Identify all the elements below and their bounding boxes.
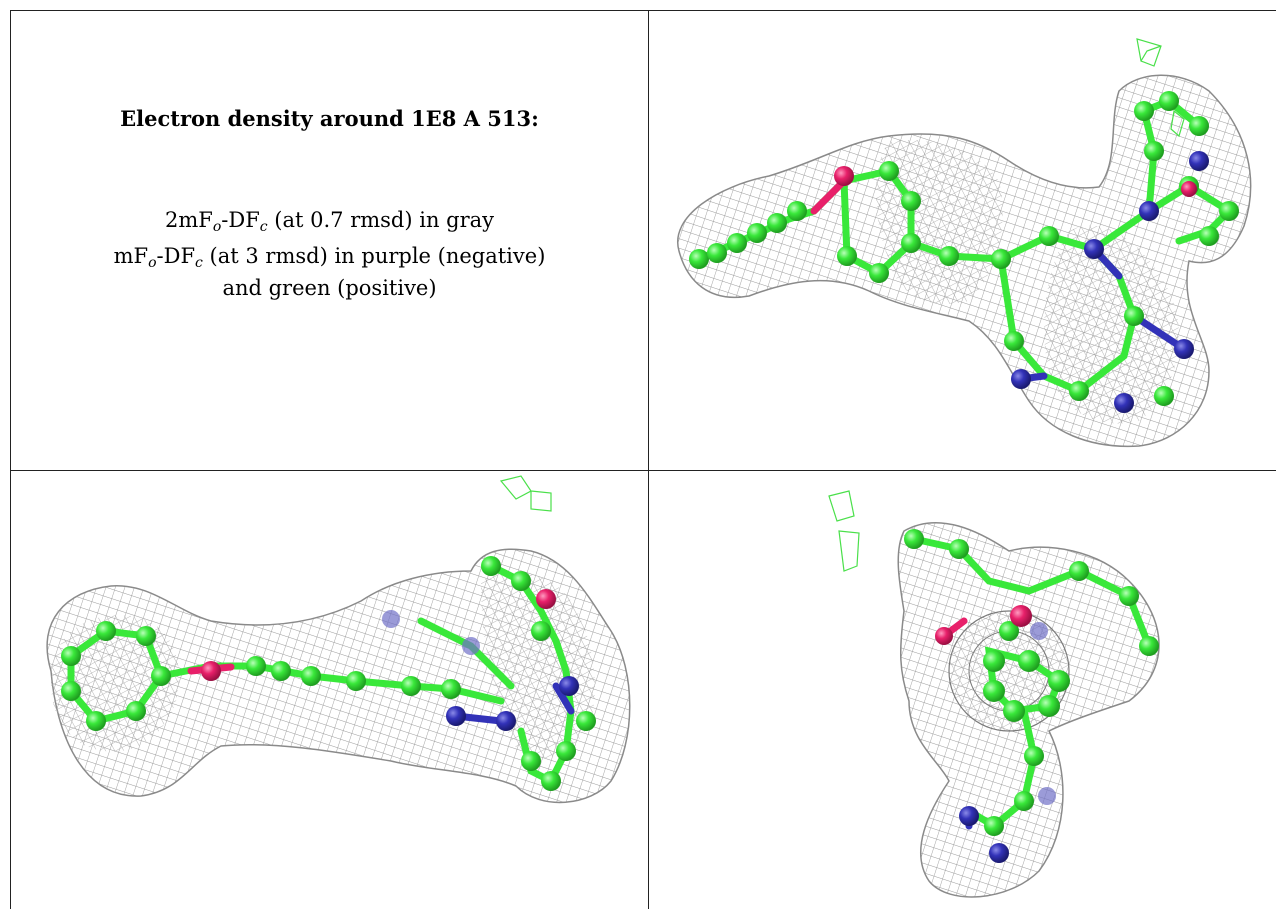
caption-title: Electron density around 1E8 A 513:: [120, 106, 539, 131]
carbon-atoms: [904, 529, 1159, 836]
green-density-mesh: [1136, 38, 1185, 138]
density-view-top-right: [649, 11, 1276, 470]
caption-line2-post: (at 3 rmsd) in purple (negative): [202, 244, 546, 268]
gray-density-mesh: [676, 74, 1252, 448]
nitrogen-atoms: [382, 610, 579, 731]
caption-line2-pre: mF: [113, 244, 149, 268]
caption-line-green-positive: and green (positive): [222, 276, 437, 300]
caption-line-mfo-dfc: mFo-DFc (at 3 rmsd) in purple (negative): [11, 244, 648, 271]
caption-line2-sub-o: o: [148, 255, 157, 271]
oxygen-atoms: [834, 166, 1197, 197]
carbon-atoms: [689, 91, 1239, 406]
caption-line1-pre: 2mF: [164, 208, 213, 232]
green-density-mesh: [499, 475, 552, 512]
oxygen-atoms: [201, 589, 556, 681]
divider-vertical: [648, 10, 649, 909]
border-left: [10, 10, 11, 909]
caption-line1-mid: -DF: [221, 208, 260, 232]
molecule-view-2: [46, 475, 631, 804]
caption-panel: Electron density around 1E8 A 513: 2mFo-…: [11, 11, 648, 470]
border-top: [10, 10, 1276, 11]
molecule-view-1: [676, 38, 1252, 448]
density-view-bottom-right: [649, 471, 1276, 909]
caption-line-2mfo-dfc: 2mFo-DFc (at 0.7 rmsd) in gray: [11, 208, 648, 235]
caption-line2-mid: -DF: [156, 244, 196, 268]
caption-line2-sub-c: c: [195, 255, 203, 271]
nitrogen-atoms: [959, 622, 1056, 863]
molecule-view-3: [828, 490, 1160, 898]
carbon-atoms: [61, 556, 596, 791]
divider-horizontal: [10, 470, 1276, 471]
green-density-mesh: [828, 490, 860, 572]
caption-line1-sub-o: o: [212, 219, 222, 235]
caption-line1-sub-c: c: [259, 219, 268, 235]
oxygen-atoms: [935, 605, 1032, 645]
nitrogen-atoms: [1011, 151, 1209, 413]
density-view-bottom-left: [11, 471, 648, 909]
caption-line1-post: (at 0.7 rmsd) in gray: [267, 208, 495, 232]
